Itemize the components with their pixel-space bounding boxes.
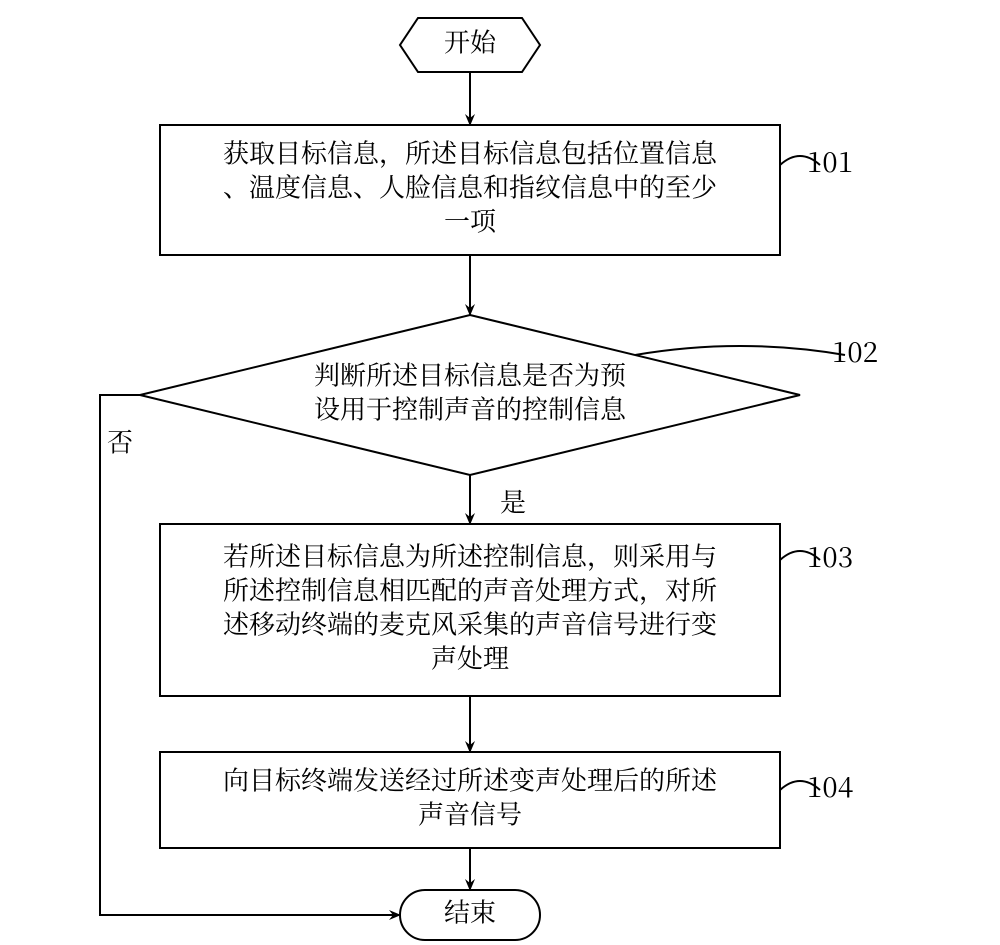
- step104-line: 向目标终端发送经过所述变声处理后的所述: [223, 761, 717, 798]
- start-line: 开始: [444, 23, 497, 60]
- step103-line: 述移动终端的麦克风采集的声音信号进行变: [223, 605, 717, 642]
- edge-label-e5: 否: [107, 423, 133, 460]
- step-label-step103: 103: [807, 536, 853, 576]
- decision102-line: 判断所述目标信息是否为预: [314, 356, 626, 393]
- step101-line: 获取目标信息，所述目标信息包括位置信息: [223, 134, 718, 171]
- step-connector: [635, 346, 845, 355]
- edge-label-e2: 是: [500, 483, 526, 520]
- step104-line: 声音信号: [418, 795, 522, 832]
- step101-line: 一项: [444, 202, 497, 239]
- step103-line: 所述控制信息相匹配的声音处理方式，对所: [223, 571, 717, 608]
- step-label-step104: 104: [807, 766, 853, 806]
- step101-line: 、温度信息、人脸信息和指纹信息中的至少: [223, 168, 717, 205]
- step103-line: 若所述目标信息为所述控制信息，则采用与: [223, 537, 717, 574]
- edge-e5: [100, 395, 400, 915]
- end-line: 结束: [444, 893, 496, 930]
- step103-line: 声处理: [431, 639, 509, 676]
- flowchart: 开始获取目标信息，所述目标信息包括位置信息、温度信息、人脸信息和指纹信息中的至少…: [0, 0, 1000, 945]
- step-label-decision102: 102: [832, 331, 878, 371]
- decision102-line: 设用于控制声音的控制信息: [314, 390, 627, 427]
- step-label-step101: 101: [807, 141, 853, 181]
